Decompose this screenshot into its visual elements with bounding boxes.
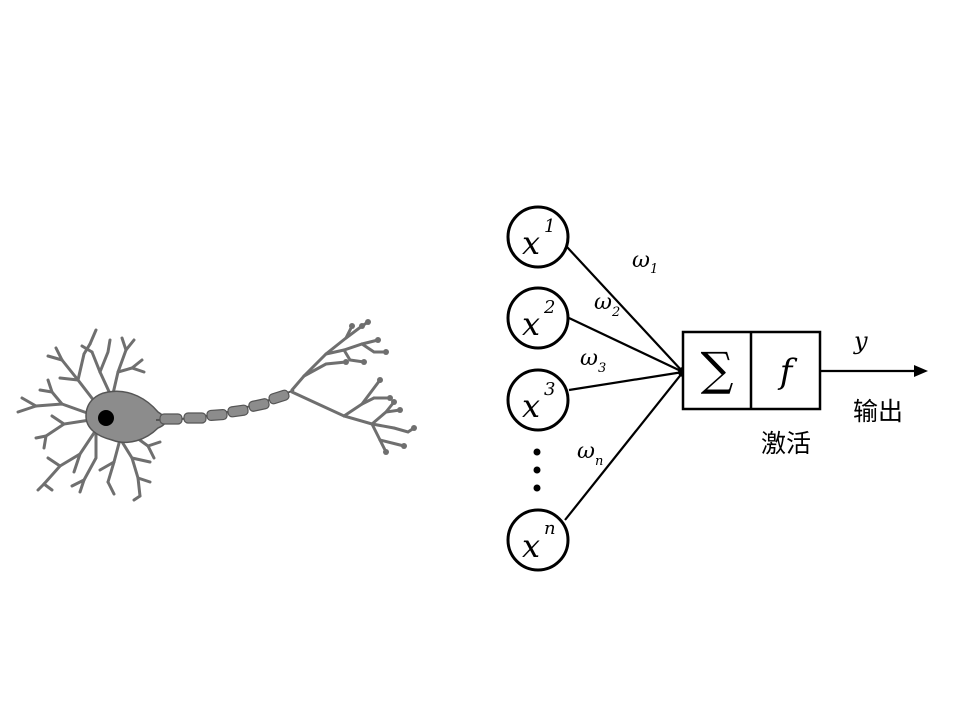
svg-text:x: x: [522, 387, 540, 425]
svg-text:ω: ω: [594, 290, 612, 315]
input-node-n: x n: [506, 508, 570, 572]
svg-text:3: 3: [598, 361, 606, 376]
neuron-soma: [85, 390, 167, 444]
svg-text:x: x: [522, 305, 540, 343]
weight-connections: [564, 246, 684, 521]
connection-n: [564, 371, 684, 521]
perceptron-model: x 1 x 2 x 3 x n ω 1 ω 2: [506, 205, 928, 572]
ellipsis-dots: [533, 448, 541, 492]
weight-label-2: ω 2: [594, 290, 620, 320]
output-label: 输出: [853, 397, 903, 426]
svg-text:2: 2: [543, 297, 555, 318]
svg-text:n: n: [544, 518, 556, 539]
svg-text:3: 3: [544, 379, 555, 400]
svg-text:n: n: [595, 454, 603, 469]
neuron-nucleus: [98, 410, 114, 426]
svg-text:ω: ω: [580, 346, 598, 371]
svg-text:2: 2: [611, 305, 620, 320]
weight-label-n: ω n: [577, 439, 603, 469]
svg-text:x: x: [522, 527, 540, 565]
connection-3: [568, 370, 684, 392]
output-symbol: y: [853, 327, 868, 355]
axon: [155, 389, 295, 425]
dendrites: [16, 328, 162, 502]
connection-1: [566, 246, 684, 373]
output-arrow: [820, 365, 928, 377]
connection-2: [568, 317, 684, 373]
activation-label: 激活: [761, 429, 811, 458]
input-node-1: x 1: [506, 205, 570, 269]
input-node-2: x 2: [506, 286, 570, 350]
weight-label-1: ω 1: [632, 248, 658, 277]
sum-activation-box: ∑ f: [681, 330, 822, 411]
svg-text:1: 1: [544, 216, 555, 237]
weight-label-3: ω 3: [580, 346, 606, 376]
axon-terminals: [290, 320, 416, 454]
sum-symbol: ∑: [701, 342, 734, 396]
svg-text:x: x: [522, 224, 540, 262]
svg-text:1: 1: [650, 262, 658, 277]
biological-neuron-icon: [16, 319, 417, 502]
svg-text:ω: ω: [632, 248, 650, 273]
axon-terminal-bulbs: [343, 319, 417, 455]
svg-text:ω: ω: [577, 439, 595, 464]
input-node-3: x 3: [506, 368, 570, 432]
